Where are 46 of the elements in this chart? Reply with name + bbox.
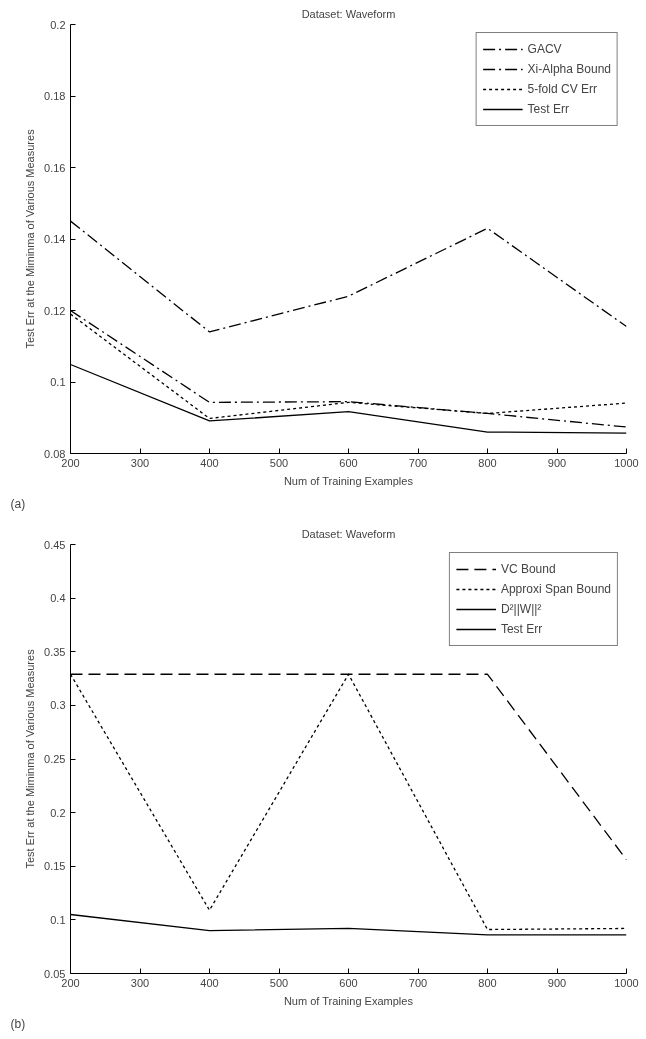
y-tick-label: 0.15 (44, 860, 66, 873)
y-axis-title: Test Err at the Miminma of Various Measures (24, 128, 37, 349)
legend-label: Test Err (500, 622, 543, 636)
legend-label: Approxi Span Bound (500, 582, 611, 596)
x-tick-label: 700 (408, 976, 428, 989)
x-tick-label: 400 (200, 976, 219, 989)
legend-label: D²||W||² (500, 602, 542, 616)
x-tick-label: 500 (269, 456, 289, 469)
text: (a) (10, 496, 26, 511)
legend-label: VC Bound (500, 562, 556, 576)
y-tick-label: 0.1 (50, 913, 66, 926)
x-tick-label: 300 (130, 456, 150, 469)
chart-title: Dataset: Waveform (301, 527, 396, 540)
x-tick-label: 1000 (614, 456, 639, 469)
y-axis-title: Test Err at the Miminma of Various Measures (24, 648, 37, 869)
y-tick-label: 0.3 (50, 699, 66, 712)
x-tick-label: 1000 (614, 976, 639, 989)
x-tick-label: 300 (130, 976, 150, 989)
y-tick-label: 0.2 (50, 18, 66, 31)
legend-label: Test Err (527, 102, 569, 116)
y-tick-label: 0.18 (44, 90, 66, 102)
text: (b) (10, 1016, 26, 1031)
legend-label: GACV (527, 42, 562, 56)
y-tick-label: 0.45 (44, 538, 66, 551)
x-tick-label: 800 (478, 976, 497, 989)
x-tick-label: 600 (339, 456, 358, 469)
y-tick-label: 0.35 (44, 645, 66, 658)
legend-label: Xi-Alpha Bound (527, 62, 611, 76)
x-axis-title: Num of Training Examples (283, 994, 414, 1007)
y-tick-label: 0.25 (44, 753, 66, 765)
y-tick-label: 0.2 (50, 806, 66, 819)
x-axis-title: Num of Training Examples (283, 474, 414, 487)
x-tick-label: 600 (339, 976, 358, 989)
x-tick-label: 900 (547, 456, 567, 469)
x-tick-label: 500 (269, 976, 289, 989)
x-tick-label: 800 (478, 456, 497, 469)
y-tick-label: 0.1 (50, 376, 66, 388)
y-tick-label: 0.4 (50, 592, 66, 605)
x-tick-label: 700 (408, 456, 428, 469)
chart-title: Dataset: Waveform (301, 7, 396, 20)
y-tick-label: 0.14 (44, 233, 66, 245)
y-tick-label: 0.12 (44, 304, 66, 317)
x-tick-label: 400 (200, 456, 219, 469)
x-tick-label: 900 (547, 976, 567, 989)
legend-label: 5-fold CV Err (527, 82, 597, 96)
y-tick-label: 0.16 (44, 161, 66, 174)
